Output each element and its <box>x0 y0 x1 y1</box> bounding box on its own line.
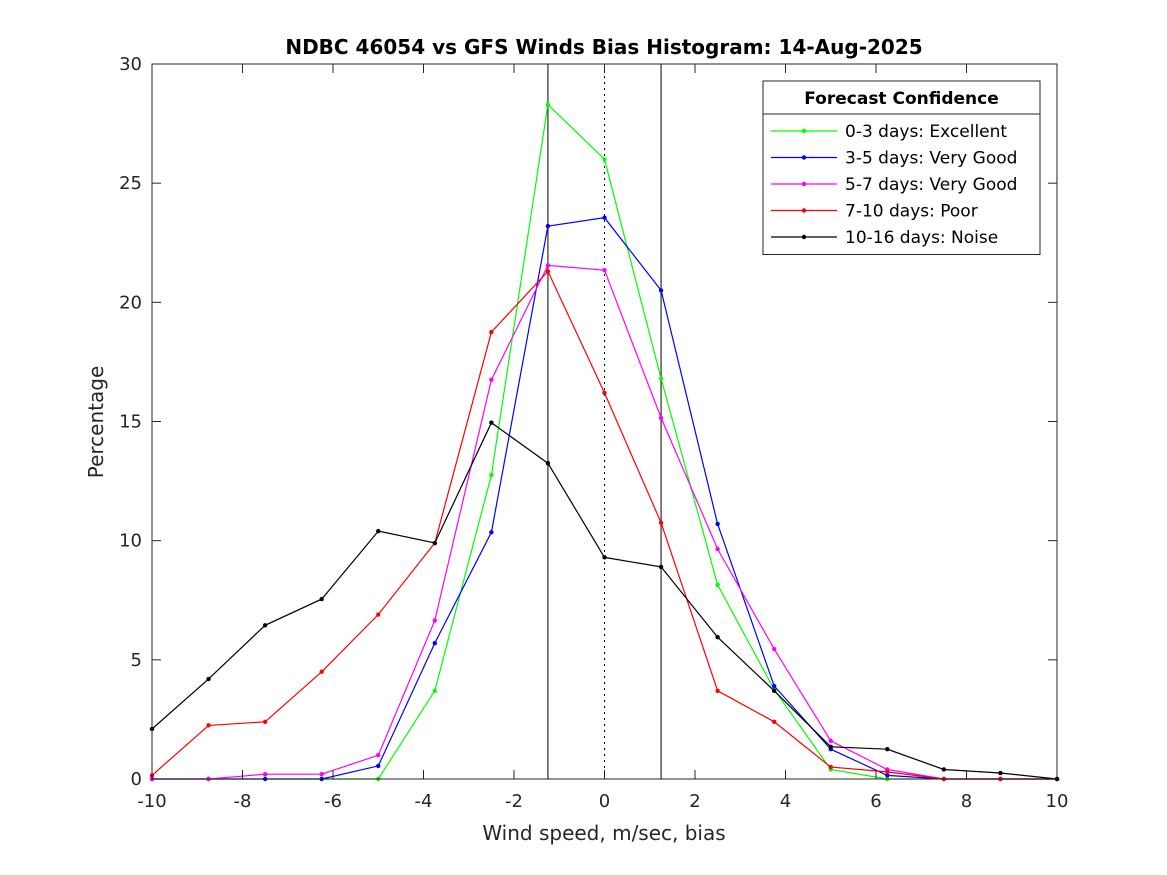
series-point-3 <box>319 669 324 674</box>
series-point-3 <box>885 769 890 775</box>
series-point-4 <box>262 623 268 628</box>
legend-swatch-marker <box>801 234 807 240</box>
y-tick-label: 30 <box>119 54 142 75</box>
x-tick-label: 10 <box>1046 791 1069 812</box>
legend-swatch-marker <box>801 155 807 160</box>
legend-swatch-marker <box>801 181 807 187</box>
series-point-3 <box>771 719 777 724</box>
legend-title: Forecast Confidence <box>804 89 999 109</box>
series-point-4 <box>376 528 381 534</box>
series-point-0 <box>489 472 494 478</box>
series-point-3 <box>489 329 494 335</box>
x-tick-label: -2 <box>505 791 523 812</box>
y-tick-label: 10 <box>119 531 142 552</box>
series-point-4 <box>432 540 438 546</box>
series-point-1 <box>885 773 890 778</box>
series-point-4 <box>998 770 1003 776</box>
series-point-2 <box>432 618 438 623</box>
y-tick-label: 15 <box>119 412 142 433</box>
series-point-4 <box>319 596 324 602</box>
series-point-3 <box>715 688 720 694</box>
series-point-1 <box>376 763 381 769</box>
legend-label: 3-5 days: Very Good <box>845 149 1017 169</box>
series-point-2 <box>489 377 494 382</box>
series-point-1 <box>432 640 438 646</box>
series-point-0 <box>545 102 551 107</box>
legend: Forecast Confidence 0-3 days: Excellent 3-… <box>762 80 1041 255</box>
series-point-2 <box>602 267 607 273</box>
series-point-0 <box>432 688 438 694</box>
legend-swatch-marker <box>801 208 807 213</box>
series-point-2 <box>658 415 664 421</box>
series-point-4 <box>941 767 947 772</box>
y-axis-label: Percentage <box>84 366 108 479</box>
series-point-4 <box>771 688 777 694</box>
axes: -10 -8 -6 -4 -2 0 2 4 6 8 10 0 5 10 15 20 25 30 <box>119 54 1068 812</box>
x-tick-label: -6 <box>324 791 342 812</box>
series-point-4 <box>489 420 494 425</box>
series-point-4 <box>206 676 211 682</box>
series-point-2 <box>715 546 720 552</box>
y-tick-label: 5 <box>131 650 142 671</box>
legend-label: 7-10 days: Poor <box>845 202 978 222</box>
x-axis-label: Wind speed, m/sec, bias <box>482 821 725 845</box>
series-point-4 <box>885 747 890 752</box>
series-point-2 <box>319 772 324 777</box>
y-tick-label: 25 <box>119 173 142 194</box>
legend-label: 10-16 days: Noise <box>845 228 998 248</box>
x-tick-label: 0 <box>599 791 610 812</box>
series-point-4 <box>715 634 720 640</box>
series-point-3 <box>658 520 664 525</box>
x-tick-label: 6 <box>870 791 881 812</box>
series-point-1 <box>545 223 551 229</box>
x-tick-label: 8 <box>961 791 972 812</box>
legend-label: 5-7 days: Very Good <box>845 175 1017 195</box>
series-point-3 <box>206 723 211 728</box>
series-point-3 <box>262 719 268 724</box>
series-point-2 <box>262 772 268 777</box>
legend-label: 0-3 days: Excellent <box>845 122 1007 142</box>
series-point-4 <box>602 555 607 560</box>
series-point-0 <box>715 582 720 587</box>
x-tick-label: 4 <box>780 791 791 812</box>
y-tick-label: 20 <box>119 292 142 313</box>
series-point-4 <box>828 744 833 750</box>
x-tick-label: -4 <box>415 791 433 812</box>
series-point-3 <box>376 612 381 617</box>
series-point-2 <box>828 738 833 744</box>
legend-swatch-marker <box>801 128 807 134</box>
series-point-3 <box>602 390 607 396</box>
series-point-2 <box>545 263 551 268</box>
series-point-1 <box>771 683 777 689</box>
y-tick-label: 0 <box>131 769 142 790</box>
series-point-2 <box>771 646 777 652</box>
chart-title: NDBC 46054 vs GFS Winds Bias Histogram: … <box>285 35 922 59</box>
series-point-0 <box>602 157 607 162</box>
series-point-1 <box>715 521 720 527</box>
series-point-1 <box>489 530 494 535</box>
x-tick-label: 2 <box>689 791 700 812</box>
series-point-4 <box>658 564 664 570</box>
series-point-2 <box>376 752 381 758</box>
series-point-3 <box>828 764 833 770</box>
series-point-1 <box>602 215 607 220</box>
series-point-1 <box>658 288 664 293</box>
series-point-4 <box>545 461 551 466</box>
x-tick-label: -10 <box>137 791 166 812</box>
x-tick-label: -8 <box>234 791 252 812</box>
series-point-0 <box>658 376 664 381</box>
legend-box <box>762 80 1041 255</box>
series-point-3 <box>545 269 551 274</box>
